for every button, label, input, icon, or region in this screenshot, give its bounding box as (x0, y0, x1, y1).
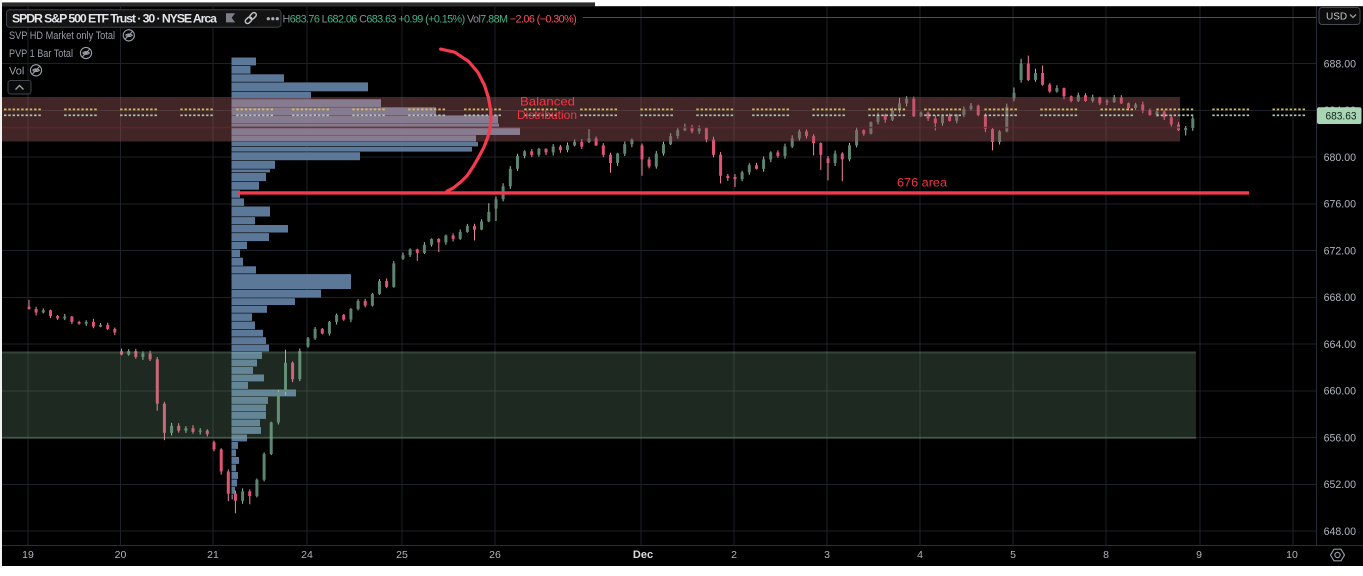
svg-text:Dec: Dec (633, 549, 653, 561)
svg-text:652.00: 652.00 (1324, 479, 1357, 491)
svg-text:USD: USD (1326, 12, 1347, 23)
svg-text:24: 24 (301, 549, 313, 561)
svg-text:19: 19 (22, 549, 34, 561)
svg-text:PVP 1 Bar Total: PVP 1 Bar Total (9, 48, 73, 60)
svg-text:668.00: 668.00 (1324, 292, 1357, 304)
svg-text:2: 2 (731, 549, 737, 561)
svg-text:Balanced: Balanced (520, 95, 575, 109)
svg-text:4: 4 (917, 549, 923, 561)
svg-text:SVP HD Market only Total: SVP HD Market only Total (9, 30, 115, 42)
svg-text:680.00: 680.00 (1324, 152, 1357, 164)
svg-text:Distribution: Distribution (517, 108, 577, 122)
svg-text:656.00: 656.00 (1324, 432, 1357, 444)
svg-text:25: 25 (396, 549, 408, 561)
svg-text:H683.76 L682.06 C683.63 +0.99: H683.76 L682.06 C683.63 +0.99 (+0.15%) V… (283, 14, 577, 26)
svg-text:672.00: 672.00 (1324, 245, 1357, 257)
svg-text:Vol: Vol (9, 65, 24, 77)
svg-text:676.00: 676.00 (1324, 199, 1357, 211)
svg-text:664.00: 664.00 (1324, 339, 1357, 351)
svg-text:10: 10 (1286, 549, 1298, 561)
svg-text:683.63: 683.63 (1326, 111, 1357, 123)
svg-text:20: 20 (115, 549, 127, 561)
svg-text:9: 9 (1196, 549, 1202, 561)
svg-text:660.00: 660.00 (1324, 386, 1357, 398)
svg-text:26: 26 (489, 549, 501, 561)
svg-text:676 area: 676 area (897, 176, 947, 190)
svg-text:688.00: 688.00 (1324, 58, 1357, 70)
svg-text:8: 8 (1103, 549, 1109, 561)
svg-text:SPDR S&P 500 ETF Trust · 30 ·: SPDR S&P 500 ETF Trust · 30 · NYSE Arca (12, 12, 217, 26)
svg-text:648.00: 648.00 (1324, 526, 1357, 538)
svg-text:3: 3 (824, 549, 830, 561)
svg-text:21: 21 (207, 549, 219, 561)
svg-text:5: 5 (1010, 549, 1016, 561)
